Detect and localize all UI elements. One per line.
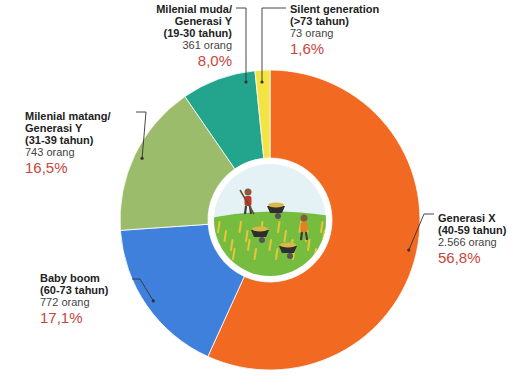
slice-label: Milenial matang/Generasi Y(31-39 tahun)7… (25, 110, 111, 176)
category-label: Milenial matang/Generasi Y (25, 110, 111, 134)
age-range: (40-59 tahun) (438, 224, 507, 236)
person-body (301, 222, 308, 232)
count-label: 361 orang (182, 39, 232, 51)
category-line: Milenial muda/ (156, 3, 232, 15)
wheat (240, 222, 242, 232)
count-label: 772 orang (40, 296, 90, 308)
slice-label: Generasi X(40-59 tahun)2.566 orang56,8% (438, 212, 507, 266)
leader-line (409, 214, 434, 250)
age-range: (19-30 tahun) (164, 27, 233, 39)
category-label: Milenial muda/Generasi Y (156, 3, 232, 27)
wheat (308, 240, 310, 250)
category-label: Baby boom (40, 272, 100, 284)
data-label: 16,5% (25, 159, 68, 176)
labels: Generasi X(40-59 tahun)2.566 orang56,8% B… (25, 3, 507, 326)
wheat (225, 231, 227, 241)
wheat (270, 240, 272, 250)
wheat (276, 249, 278, 259)
wheelbarrow-load (268, 203, 284, 208)
wheelbarrow-wheel (259, 237, 265, 243)
data-label: 8,0% (198, 52, 232, 69)
chart-container: Generasi X(40-59 tahun)2.566 orang56,8% B… (0, 0, 529, 385)
person-leg (306, 232, 307, 240)
category-line: Silent generation (290, 3, 380, 15)
person-leg (245, 206, 246, 214)
category-line: Milenial matang/ (25, 110, 111, 122)
wheelbarrow-load (252, 227, 268, 232)
field (210, 211, 330, 280)
wheat (218, 222, 220, 232)
leader-line (262, 8, 286, 82)
slice (185, 71, 264, 169)
chart-svg: Generasi X(40-59 tahun)2.566 orang56,8% B… (0, 0, 529, 385)
age-range: (>73 tahun) (290, 15, 349, 27)
data-label: 1,6% (290, 40, 324, 57)
wheelbarrow-wheel (287, 253, 293, 259)
category-line: Baby boom (40, 272, 100, 284)
slice-label: Silent generation(>73 tahun)73 orang1,6% (290, 3, 380, 57)
leader-dot (244, 80, 247, 83)
leader-line (132, 279, 153, 301)
wheat (255, 249, 257, 259)
wheat (306, 231, 308, 241)
category-line: Generasi X (438, 212, 496, 224)
category-line: Generasi Y (25, 122, 83, 134)
person-head (245, 189, 252, 196)
leaders (132, 8, 434, 303)
wheelbarrow-wheel (275, 213, 281, 219)
age-range: (31-39 tahun) (25, 134, 94, 146)
count-label: 73 orang (290, 27, 333, 39)
wheat (233, 249, 235, 259)
wheelbarrow-load (280, 243, 296, 248)
leader-line (236, 8, 246, 82)
wheat (315, 249, 317, 259)
leader-line (136, 112, 146, 158)
leader-dot (140, 157, 143, 160)
count-label: 743 orang (25, 146, 75, 158)
data-label: 56,8% (438, 249, 481, 266)
sky (210, 160, 330, 280)
count-label: 2.566 orang (438, 236, 497, 248)
category-line: Generasi Y (175, 15, 233, 27)
wheat (278, 222, 280, 232)
leader-dot (260, 80, 263, 83)
leader-dot (152, 299, 155, 302)
category-label: Generasi X (438, 212, 496, 224)
slices (120, 70, 420, 370)
tool (240, 190, 254, 214)
data-label: 17,1% (40, 309, 83, 326)
slice (255, 70, 270, 158)
wheat (246, 231, 248, 241)
illustration (210, 160, 330, 280)
person-head (301, 215, 308, 222)
wheat (248, 240, 250, 250)
category-label: Silent generation (290, 3, 380, 15)
wheat (285, 231, 287, 241)
age-range: (60-73 tahun) (40, 284, 109, 296)
slice-label: Baby boom(60-73 tahun)772 orang17,1% (40, 272, 109, 326)
slice-label: Milenial muda/Generasi Y(19-30 tahun)361… (156, 3, 232, 69)
wheat (323, 231, 325, 241)
leader-dot (407, 249, 410, 252)
person-leg (301, 232, 302, 240)
wheat (231, 240, 233, 250)
wheat (321, 222, 323, 232)
